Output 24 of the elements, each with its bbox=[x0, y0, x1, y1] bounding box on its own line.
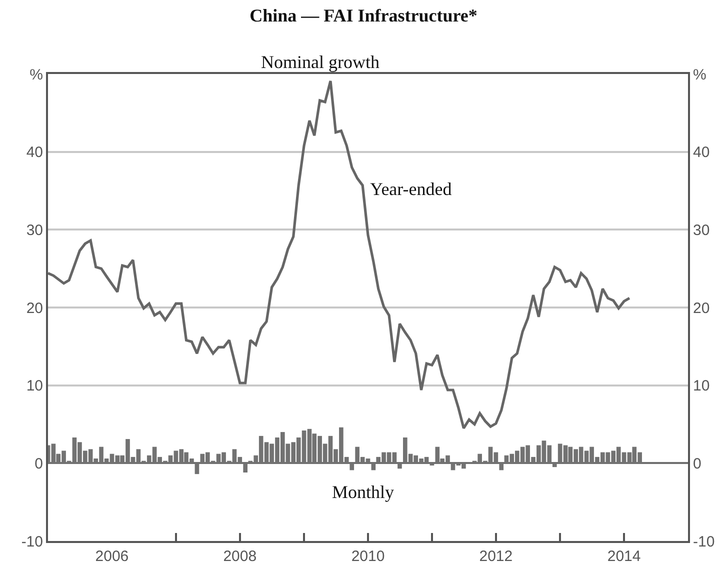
y-tick-label: 30 bbox=[26, 222, 43, 239]
y-tick-label: 0 bbox=[34, 455, 43, 472]
y2-tick-label: 40 bbox=[693, 144, 710, 162]
chart-subtitle: Nominal growth bbox=[261, 52, 380, 72]
x-tick-label: 2012 bbox=[479, 548, 513, 565]
x-tick-label: 2010 bbox=[351, 548, 385, 565]
y-tick-label: 40 bbox=[26, 144, 43, 162]
x-tick-label: 2006 bbox=[95, 548, 129, 565]
y-tick-label: % bbox=[30, 66, 43, 84]
x-tick-label: 2008 bbox=[223, 548, 257, 565]
chart-title: China — FAI Infrastructure* bbox=[250, 5, 478, 26]
y2-tick-label: 10 bbox=[693, 378, 710, 395]
y2-tick-label: -10 bbox=[693, 533, 715, 550]
y2-tick-label: % bbox=[693, 66, 706, 84]
line-series bbox=[48, 80, 631, 430]
y2-tick-label: 0 bbox=[693, 455, 702, 472]
annotation: Year-ended bbox=[370, 179, 452, 199]
y-tick-label: -10 bbox=[21, 533, 43, 550]
y-tick-label: 20 bbox=[26, 300, 43, 317]
y2-tick-label: 20 bbox=[693, 300, 710, 317]
y2-tick-label: 30 bbox=[693, 222, 710, 239]
y-tick-label: 10 bbox=[26, 378, 43, 395]
x-tick-label: 2014 bbox=[607, 548, 641, 565]
annotation: Monthly bbox=[332, 482, 394, 502]
